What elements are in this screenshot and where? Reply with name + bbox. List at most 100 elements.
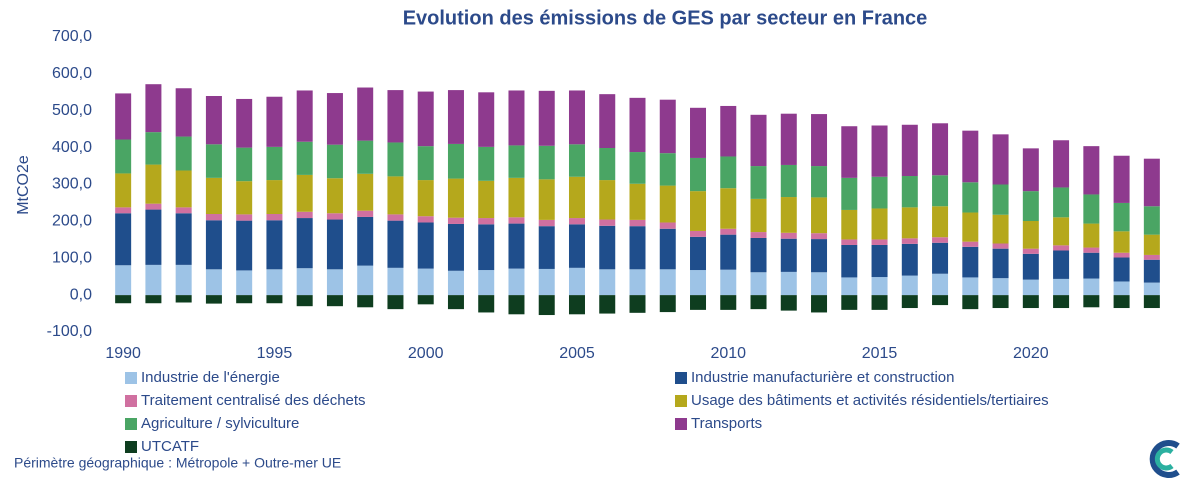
bar-segment (175, 136, 192, 171)
legend-label: Industrie de l'énergie (141, 369, 280, 386)
bar-segment (1083, 278, 1100, 296)
bar-segment (115, 139, 132, 174)
bar-segment (629, 219, 646, 227)
bar-segment (205, 177, 222, 214)
bar-segment (1083, 295, 1100, 308)
bar-segment (568, 295, 585, 315)
y-tick-label: 0,0 (70, 286, 92, 303)
bar-segment (690, 157, 707, 192)
bar-segment (1022, 253, 1039, 280)
x-tick-label: 2000 (408, 345, 444, 362)
bar-segment (1053, 245, 1070, 251)
bar-segment (871, 295, 888, 310)
bar-segment (780, 238, 797, 272)
bar-segment (236, 220, 253, 271)
y-tick-label: -100,0 (47, 323, 92, 340)
bar-segment (901, 275, 918, 296)
bar-segment (387, 220, 404, 268)
bar-segment (478, 295, 495, 313)
bar-segment (326, 213, 343, 220)
y-tick-label: 600,0 (52, 65, 92, 82)
bar-segment (1053, 187, 1070, 218)
bar-segment (1053, 250, 1070, 279)
bar-segment (538, 145, 555, 180)
bar-segment (115, 265, 132, 296)
bar-segment (750, 114, 767, 167)
bar-segment (447, 90, 464, 144)
bar-segment (1113, 281, 1130, 296)
bar-segment (1022, 148, 1039, 192)
bar-segment (992, 295, 1009, 309)
y-tick-label: 400,0 (52, 139, 92, 156)
bar-segment (750, 237, 767, 273)
bar-segment (205, 96, 222, 145)
bar-segment (932, 175, 949, 207)
bar-segment (387, 295, 404, 310)
bar-segment (508, 223, 525, 269)
bar-segment (296, 295, 313, 307)
legend-swatch (675, 372, 687, 384)
bar-segment (871, 244, 888, 278)
bar-segment (599, 94, 616, 148)
bar-segment (508, 268, 525, 296)
bar-segment (811, 239, 828, 273)
legend-label: Transports (691, 415, 762, 432)
bar-segment (145, 209, 162, 265)
bar-segment (1143, 234, 1160, 255)
legend-swatch (125, 395, 137, 407)
bar-segment (175, 170, 192, 208)
bar-segment (236, 147, 253, 182)
bar-segment (720, 269, 737, 296)
bar-segment (932, 273, 949, 296)
bar-segment (1113, 202, 1130, 232)
bar-segment (478, 224, 495, 271)
bar-segment (811, 295, 828, 313)
bar-segment (871, 239, 888, 245)
bar-segment (811, 233, 828, 240)
bar-segment (1022, 295, 1039, 309)
bar-segment (962, 241, 979, 247)
bar-segment (508, 217, 525, 224)
bar-segment (1113, 295, 1130, 309)
bar-segment (629, 269, 646, 296)
bar-segment (205, 144, 222, 178)
chart-title: Evolution des émissions de GES par secte… (403, 7, 928, 29)
bar-segment (205, 295, 222, 304)
bar-segment (236, 295, 253, 304)
bar-segment (720, 156, 737, 189)
bar-segment (447, 143, 464, 179)
bar-segment (538, 226, 555, 269)
bar-segment (599, 147, 616, 181)
bar-segment (145, 164, 162, 204)
bar-segment (599, 180, 616, 220)
bar-segment (478, 92, 495, 147)
bar-segment (932, 123, 949, 176)
bar-segment (266, 220, 283, 270)
bar-segment (901, 238, 918, 244)
bar-segment (145, 132, 162, 165)
bar-segment (538, 179, 555, 220)
footnote: Périmètre géographique : Métropole + Out… (14, 455, 341, 471)
bar-segment (447, 217, 464, 224)
bar-segment (357, 216, 374, 266)
bar-segment (780, 197, 797, 233)
bar-segment (871, 176, 888, 209)
bar-segment (962, 295, 979, 310)
bar-segment (357, 173, 374, 211)
bar-segment (326, 178, 343, 214)
bar-segment (962, 212, 979, 242)
bar-segment (266, 146, 283, 181)
bar-segment (387, 90, 404, 143)
x-tick-label: 2005 (559, 345, 595, 362)
bar-segment (962, 277, 979, 296)
bar-segment (629, 295, 646, 313)
bar-segment (357, 295, 374, 308)
bar-segment (387, 142, 404, 177)
bar-segment (296, 90, 313, 142)
bar-segment (962, 130, 979, 183)
bar-segment (871, 277, 888, 296)
x-tick-label: 2010 (710, 345, 746, 362)
bar-segment (1143, 295, 1160, 309)
